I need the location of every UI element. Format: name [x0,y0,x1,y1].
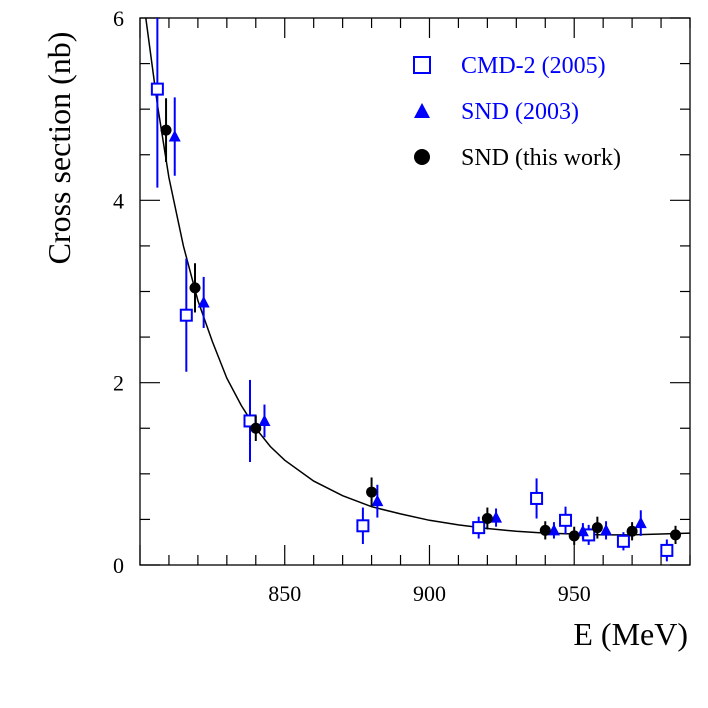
snd-2003-point [197,295,210,308]
snd-2003-point [600,523,613,536]
snd-this-work-point [626,525,638,537]
snd-2003-point [490,511,503,523]
cmd-2-2005-point [559,513,573,527]
snd-2003-point [258,414,271,426]
snd-2003-point [371,494,384,507]
snd-2003-point [634,516,647,529]
legend-marker-snd-2003 [414,103,430,118]
cmd-2-2005-point [530,491,544,505]
snd-this-work-point [568,530,580,542]
snd-2003-point [576,524,589,537]
snd-this-work-point [481,513,493,525]
axis-ticks: 850 900 950 0 2 4 6 [113,6,691,606]
snd-this-work-point [670,529,682,541]
x-tick-label: 950 [558,581,591,606]
snd-this-work-point [189,282,201,294]
y-axis-title: Cross section (nb) [41,32,77,265]
legend-label-snd-2003: SND (2003) [461,99,579,125]
x-tick-label: 900 [413,581,446,606]
cmd-2-2005-point [616,534,630,548]
cmd-2-2005-point [356,519,370,533]
snd-2003-point [547,523,560,536]
snd-this-work-point [539,524,551,536]
cmd-2-2005-point [179,308,193,322]
x-axis-title: E (MeV) [573,616,688,652]
legend-label-snd-this-work: SND (this work) [461,145,621,171]
legend-label-cmd-2-2005: CMD-2 (2005) [461,53,606,79]
cmd-2-2005-point [150,82,164,96]
snd-2003-point [168,130,181,142]
snd-this-work-point [250,422,262,434]
snd-this-work-point [591,522,603,534]
y-tick-label: 0 [113,553,124,578]
snd-this-work-point [160,124,172,136]
cmd-2-2005-point [472,521,486,535]
legend-marker-cmd-2-2005 [413,56,431,74]
snd-this-work-point [366,486,378,498]
y-tick-label: 4 [113,188,124,213]
legend: CMD-2 (2005) SND (2003) SND (this work) [413,53,621,171]
cmd-2-2005-point [660,543,674,557]
y-tick-label: 2 [113,371,124,396]
x-tick-label: 850 [268,581,301,606]
legend-marker-snd-this-work [414,149,430,165]
data-points-layer [150,18,682,562]
y-tick-label: 6 [113,6,124,31]
